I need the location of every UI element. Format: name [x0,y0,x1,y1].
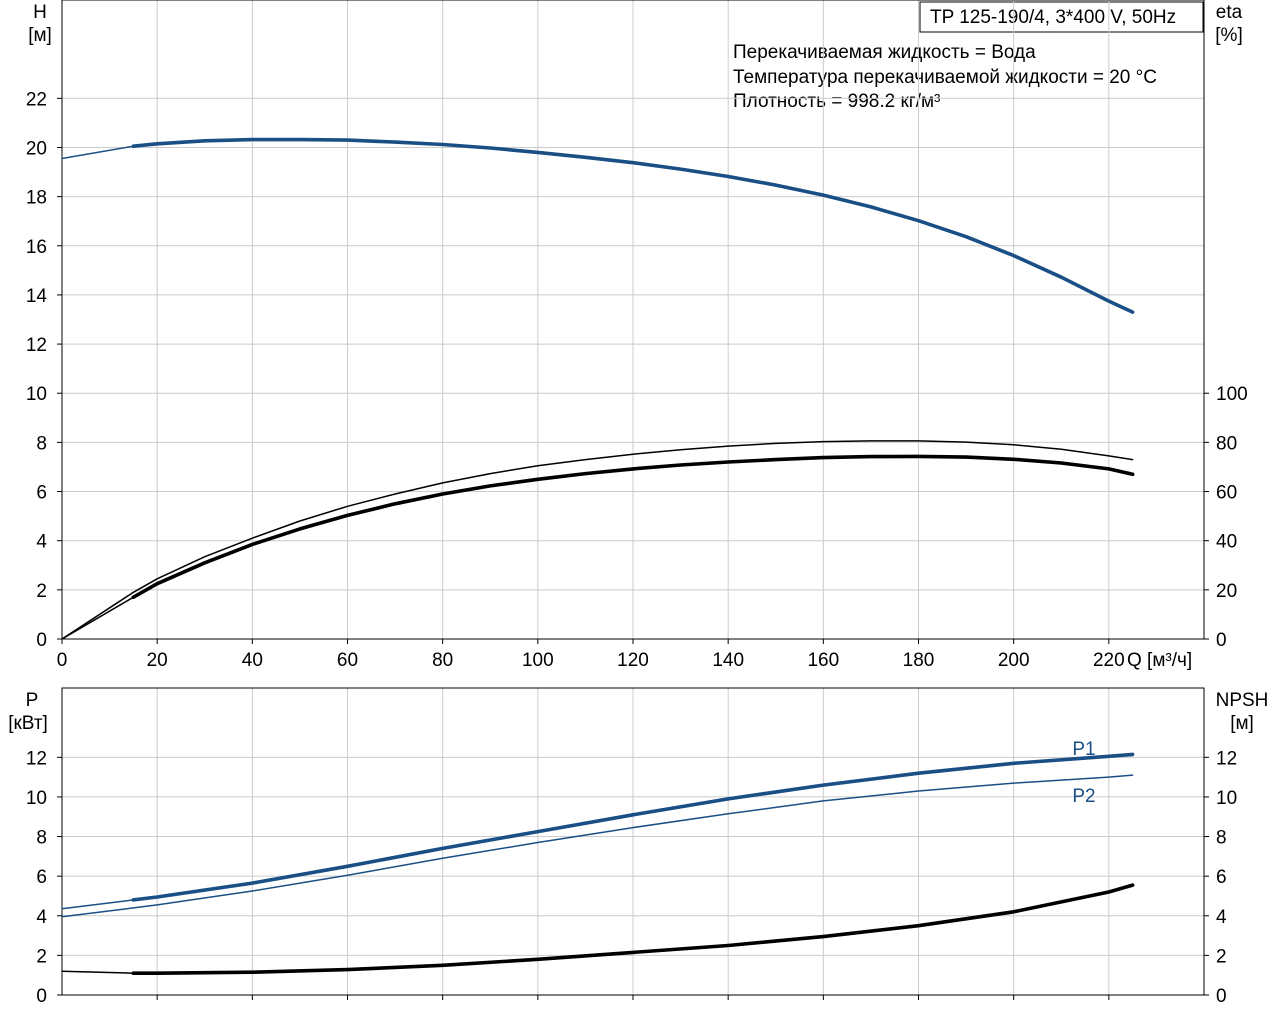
y-right-tick-label: 2 [1216,946,1227,967]
x-tick-label: 40 [242,650,263,671]
series-label-p1: P1 [1072,739,1095,760]
efficiency-curve [61,596,135,640]
y-left-axis-title: P [26,690,39,711]
y-right-axis-unit: [%] [1215,25,1242,46]
x-axis-title: Q [м³/ч] [1127,650,1192,671]
npsh-curve [61,970,135,974]
x-tick-label: 60 [337,650,358,671]
y-left-axis-unit: [м] [28,25,52,46]
x-tick-label: 80 [432,650,453,671]
power-npsh-plot: 0 2 4 6 8 10 12 0 2 4 6 8 10 12 P[кВт] NPSH[м] P1 P2 [8,687,1269,1007]
y-right-tick-label: 100 [1216,384,1248,405]
y-right-tick-label: 0 [1216,630,1227,651]
head-curve [131,137,1135,314]
x-tick-label: 160 [807,650,839,671]
y-left-axis-unit: [кВт] [8,713,48,734]
y-left-tick-label: 0 [36,630,47,651]
y-right-tick-label: 12 [1216,748,1237,769]
y-left-tick-label: 20 [26,138,47,159]
y-left-tick-label: 12 [26,335,47,356]
y-right-tick-label: 0 [1216,986,1227,1007]
x-tick-label: 200 [998,650,1030,671]
title-text: TP 125-190/4, 3*400 V, 50Hz [930,7,1176,28]
title-box [919,1,1204,33]
y-right-tick-label: 80 [1216,433,1237,454]
y-right-tick-label: 8 [1216,828,1227,849]
y-left-tick-label: 4 [36,532,47,553]
y-right-tick-label: 4 [1216,907,1227,928]
y-left-tick-label: 0 [36,986,47,1007]
y-right-axis-title: eta [1216,2,1243,23]
series-label-p2: P2 [1072,786,1095,807]
y-left-tick-label: 12 [26,748,47,769]
efficiency-curve [131,454,1135,600]
y-left-tick-label: 2 [36,946,47,967]
power-curve-p1 [61,899,135,910]
y-left-tick-label: 22 [26,89,47,110]
efficiency-curve [61,440,1134,640]
y-right-tick-label: 60 [1216,483,1237,504]
power-curve-p1 [131,752,1135,902]
x-tick-label: 100 [522,650,554,671]
y-left-tick-label: 10 [26,788,47,809]
power-curve-p2 [61,774,1134,918]
x-tick-label: 0 [57,650,68,671]
x-tick-label: 180 [903,650,935,671]
y-right-axis-title: NPSH [1216,690,1269,711]
y-left-tick-label: 16 [26,237,47,258]
info-line-fluid: Перекачиваемая жидкость = Вода [733,42,1036,63]
info-line-density: Плотность = 998.2 кг/м³ [733,91,940,112]
info-box [726,36,1198,114]
y-right-axis-unit: [м] [1230,713,1254,734]
x-tick-label: 120 [617,650,649,671]
y-right-tick-label: 40 [1216,532,1237,553]
x-tick-label: 20 [147,650,168,671]
y-left-tick-label: 6 [36,867,47,888]
npsh-curve [131,883,1135,976]
x-tick-label: 220 [1093,650,1125,671]
head-curve [61,145,135,160]
y-left-tick-label: 8 [36,433,47,454]
y-left-axis-title: H [33,2,47,23]
y-right-tick-label: 10 [1216,788,1237,809]
y-left-tick-label: 6 [36,483,47,504]
y-left-tick-label: 10 [26,384,47,405]
y-right-tick-label: 6 [1216,867,1227,888]
y-left-tick-label: 14 [26,286,48,307]
y-right-tick-label: 20 [1216,581,1237,602]
x-tick-label: 140 [712,650,744,671]
y-left-tick-label: 8 [36,828,47,849]
info-line-temperature: Температура перекачиваемой жидкости = 20… [733,67,1157,88]
y-left-tick-label: 18 [26,188,47,209]
y-left-tick-label: 4 [36,907,47,928]
y-left-tick-label: 2 [36,581,47,602]
